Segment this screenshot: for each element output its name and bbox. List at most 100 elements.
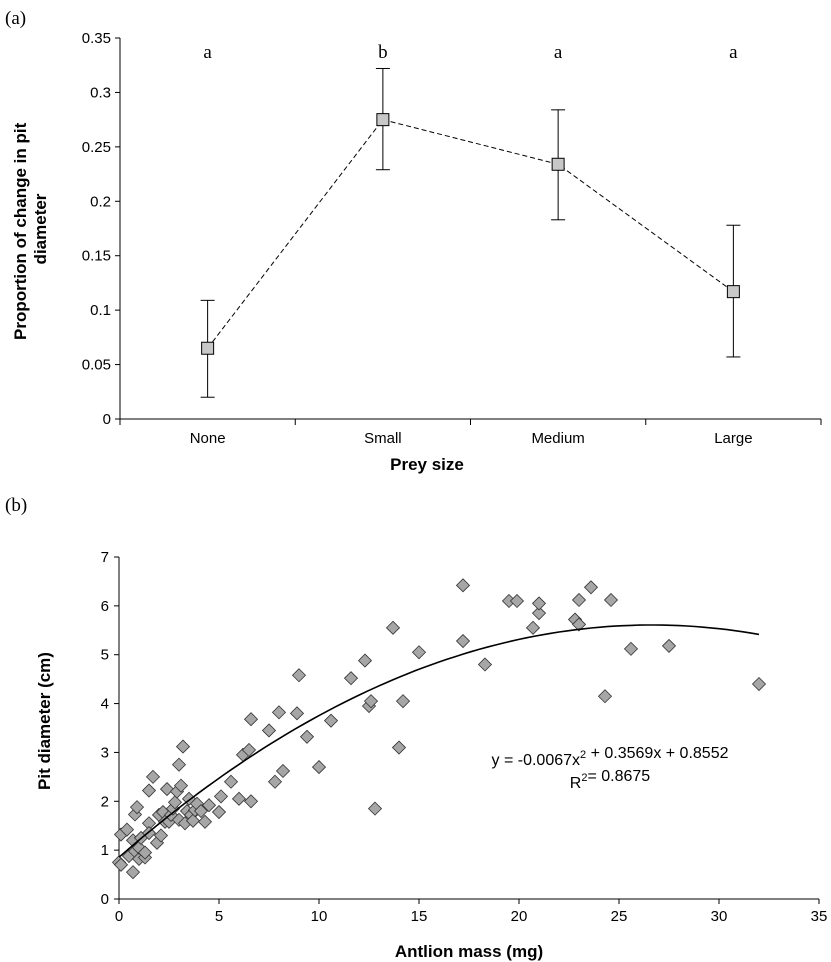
- panel-b-x-tick-label: 15: [411, 908, 428, 925]
- panel-b-label: (b): [5, 495, 27, 516]
- panel-b: (b) Pit diameter (cm) Antlion mass (mg) …: [5, 495, 827, 961]
- scatter-point: [751, 676, 767, 692]
- scatter-point: [411, 645, 427, 660]
- panel-a-y-tick-label: 0.1: [90, 302, 111, 319]
- trendline: [118, 624, 760, 858]
- panel-a-y-tick-label: 0: [103, 411, 111, 428]
- panel-a-label: (a): [5, 8, 26, 29]
- significance-letter: b: [378, 42, 388, 63]
- scatter-point: [289, 706, 305, 721]
- panel-a-y-tick-label: 0.15: [82, 248, 111, 265]
- data-point: [551, 157, 565, 171]
- panel-b-marks: [111, 578, 767, 880]
- panel-b-y-tick-label: 0: [101, 891, 109, 908]
- panel-a-y-axis-label-line2: diameter: [31, 193, 50, 264]
- panel-b-x-tick-label: 0: [115, 908, 123, 925]
- panel-b-x-tick-label: 35: [811, 908, 828, 925]
- scatter-point: [299, 729, 315, 744]
- scatter-point: [455, 578, 471, 593]
- scatter-point: [193, 803, 209, 819]
- panel-b-x-tick-label: 30: [711, 908, 728, 925]
- panel-b-y-tick-label: 1: [101, 842, 109, 859]
- panel-b-y-tick-label: 6: [101, 598, 109, 615]
- data-point: [376, 113, 390, 127]
- scatter-point: [185, 813, 201, 828]
- scatter-point: [455, 633, 471, 649]
- significance-letter: a: [554, 42, 563, 63]
- equation-text-part: + 0.3569x + 0.8552: [586, 745, 728, 762]
- scatter-point: [385, 620, 401, 635]
- significance-letter: a: [729, 42, 738, 63]
- scatter-point: [525, 620, 541, 635]
- scatter-point: [597, 689, 613, 704]
- panel-a-y-tick-label: 0.05: [82, 357, 111, 374]
- scatter-point: [367, 801, 383, 816]
- scatter-point: [211, 804, 227, 820]
- scatter-point: [167, 795, 183, 810]
- scatter-point: [623, 641, 639, 656]
- scatter-point: [197, 814, 213, 829]
- panel-a-y-tick-label: 0.3: [90, 84, 111, 101]
- panel-a-y-axis-label: Proportion of change in pit diameter: [11, 118, 50, 340]
- scatter-point: [531, 606, 547, 621]
- panel-b-x-tick-label: 20: [511, 908, 528, 925]
- scatter-point: [113, 857, 129, 872]
- panel-b-y-axis-label: Pit diameter (cm): [35, 652, 54, 790]
- scatter-point: [311, 760, 327, 775]
- scatter-point: [363, 694, 379, 709]
- scatter-point: [243, 794, 259, 809]
- scatter-point: [173, 778, 189, 793]
- trendline-r-squared: R2= 0.8675: [570, 768, 651, 792]
- scatter-point: [243, 712, 259, 727]
- scatter-point: [571, 617, 587, 632]
- panel-a-y-axis-label-line1: Proportion of change in pit: [11, 122, 30, 340]
- panel-b-y-tick-label: 4: [101, 696, 109, 713]
- panel-a-y-tick-label: 0.25: [82, 139, 111, 156]
- scatter-point: [213, 789, 229, 804]
- scatter-point: [201, 798, 217, 813]
- scatter-point: [275, 763, 291, 779]
- scatter-point: [271, 705, 287, 720]
- equation-text-part: = 0.8675: [587, 768, 650, 785]
- scatter-point: [119, 822, 135, 837]
- scatter-point: [223, 774, 239, 789]
- panel-b-axes: 0 1 2 3 4 5 6 7 0 5 10 15 20 25 30 35: [101, 549, 828, 925]
- panel-a-x-tick-label: Large: [714, 430, 752, 447]
- panel-a: (a) Proportion of change in pit diameter…: [5, 8, 822, 474]
- scatter-point: [175, 739, 191, 754]
- scatter-point: [267, 774, 283, 789]
- panel-b-y-tick-label: 3: [101, 744, 109, 761]
- scatter-point: [531, 596, 547, 611]
- data-point: [201, 341, 215, 355]
- panel-b-x-axis-label: Antlion mass (mg): [395, 942, 543, 961]
- scatter-point: [145, 769, 161, 784]
- panel-b-x-tick-label: 25: [611, 908, 628, 925]
- scatter-point: [571, 592, 587, 608]
- scatter-point: [153, 828, 169, 843]
- scatter-point: [125, 865, 141, 880]
- significance-letter: a: [203, 42, 212, 63]
- panel-b-y-tick-label: 7: [101, 549, 109, 566]
- scatter-point: [291, 668, 307, 683]
- panel-b-y-tick-label: 5: [101, 647, 109, 664]
- scatter-point: [583, 580, 599, 595]
- scatter-point: [357, 653, 373, 668]
- panel-b-x-tick-label: 10: [311, 908, 328, 925]
- panel-a-x-axis-label: Prey size: [390, 455, 464, 474]
- scatter-point: [231, 791, 247, 806]
- scatter-point: [477, 657, 493, 672]
- panel-a-axes: 0 0.05 0.1 0.15 0.2 0.25 0.3 0.35 None Small Mediu…: [82, 30, 822, 447]
- scatter-point: [391, 740, 407, 755]
- panel-b-x-tick-label: 5: [215, 908, 223, 925]
- scatter-point: [159, 782, 175, 797]
- data-point: [726, 285, 740, 299]
- panel-a-x-tick-label: None: [190, 430, 226, 447]
- series-line: [207, 119, 734, 349]
- equation-text-part: y = -0.0067x: [492, 752, 581, 769]
- trendline-equation: y = -0.0067x2 + 0.3569x + 0.8552: [492, 745, 729, 769]
- scatter-point: [395, 694, 411, 709]
- panel-b-y-tick-label: 2: [101, 793, 109, 810]
- scatter-point: [137, 845, 153, 860]
